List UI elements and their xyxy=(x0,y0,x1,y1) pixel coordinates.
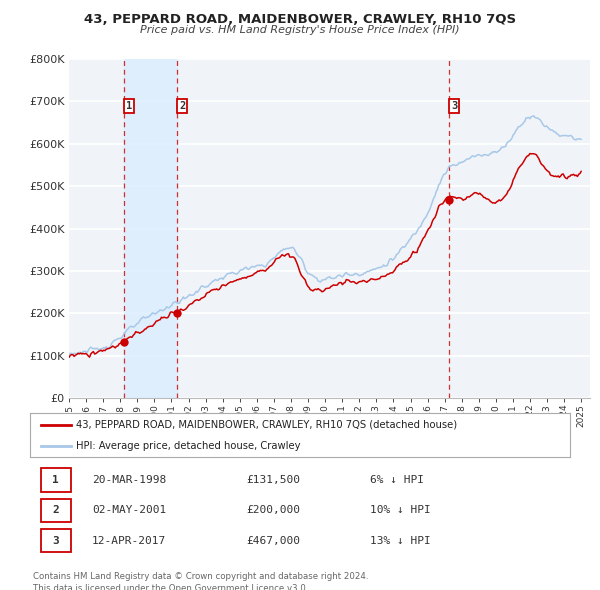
FancyBboxPatch shape xyxy=(41,529,71,552)
Text: 2: 2 xyxy=(52,506,59,515)
Text: 20-MAR-1998: 20-MAR-1998 xyxy=(92,475,166,485)
Bar xyxy=(124,59,177,398)
Text: £200,000: £200,000 xyxy=(246,506,300,515)
Text: 6% ↓ HPI: 6% ↓ HPI xyxy=(370,475,424,485)
Text: 13% ↓ HPI: 13% ↓ HPI xyxy=(370,536,431,546)
Text: 1: 1 xyxy=(52,475,59,485)
Text: 3: 3 xyxy=(52,536,59,546)
Text: 02-MAY-2001: 02-MAY-2001 xyxy=(92,506,166,515)
Text: Contains HM Land Registry data © Crown copyright and database right 2024.
This d: Contains HM Land Registry data © Crown c… xyxy=(33,572,368,590)
Text: 2: 2 xyxy=(179,101,185,111)
Text: Price paid vs. HM Land Registry's House Price Index (HPI): Price paid vs. HM Land Registry's House … xyxy=(140,25,460,35)
Text: £467,000: £467,000 xyxy=(246,536,300,546)
Text: 43, PEPPARD ROAD, MAIDENBOWER, CRAWLEY, RH10 7QS: 43, PEPPARD ROAD, MAIDENBOWER, CRAWLEY, … xyxy=(84,13,516,26)
Text: £131,500: £131,500 xyxy=(246,475,300,485)
Text: 12-APR-2017: 12-APR-2017 xyxy=(92,536,166,546)
Text: HPI: Average price, detached house, Crawley: HPI: Average price, detached house, Craw… xyxy=(76,441,301,451)
Text: 1: 1 xyxy=(125,101,132,111)
Text: 10% ↓ HPI: 10% ↓ HPI xyxy=(370,506,431,515)
FancyBboxPatch shape xyxy=(41,468,71,492)
FancyBboxPatch shape xyxy=(41,499,71,522)
Text: 43, PEPPARD ROAD, MAIDENBOWER, CRAWLEY, RH10 7QS (detached house): 43, PEPPARD ROAD, MAIDENBOWER, CRAWLEY, … xyxy=(76,420,457,430)
Text: 3: 3 xyxy=(451,101,457,111)
